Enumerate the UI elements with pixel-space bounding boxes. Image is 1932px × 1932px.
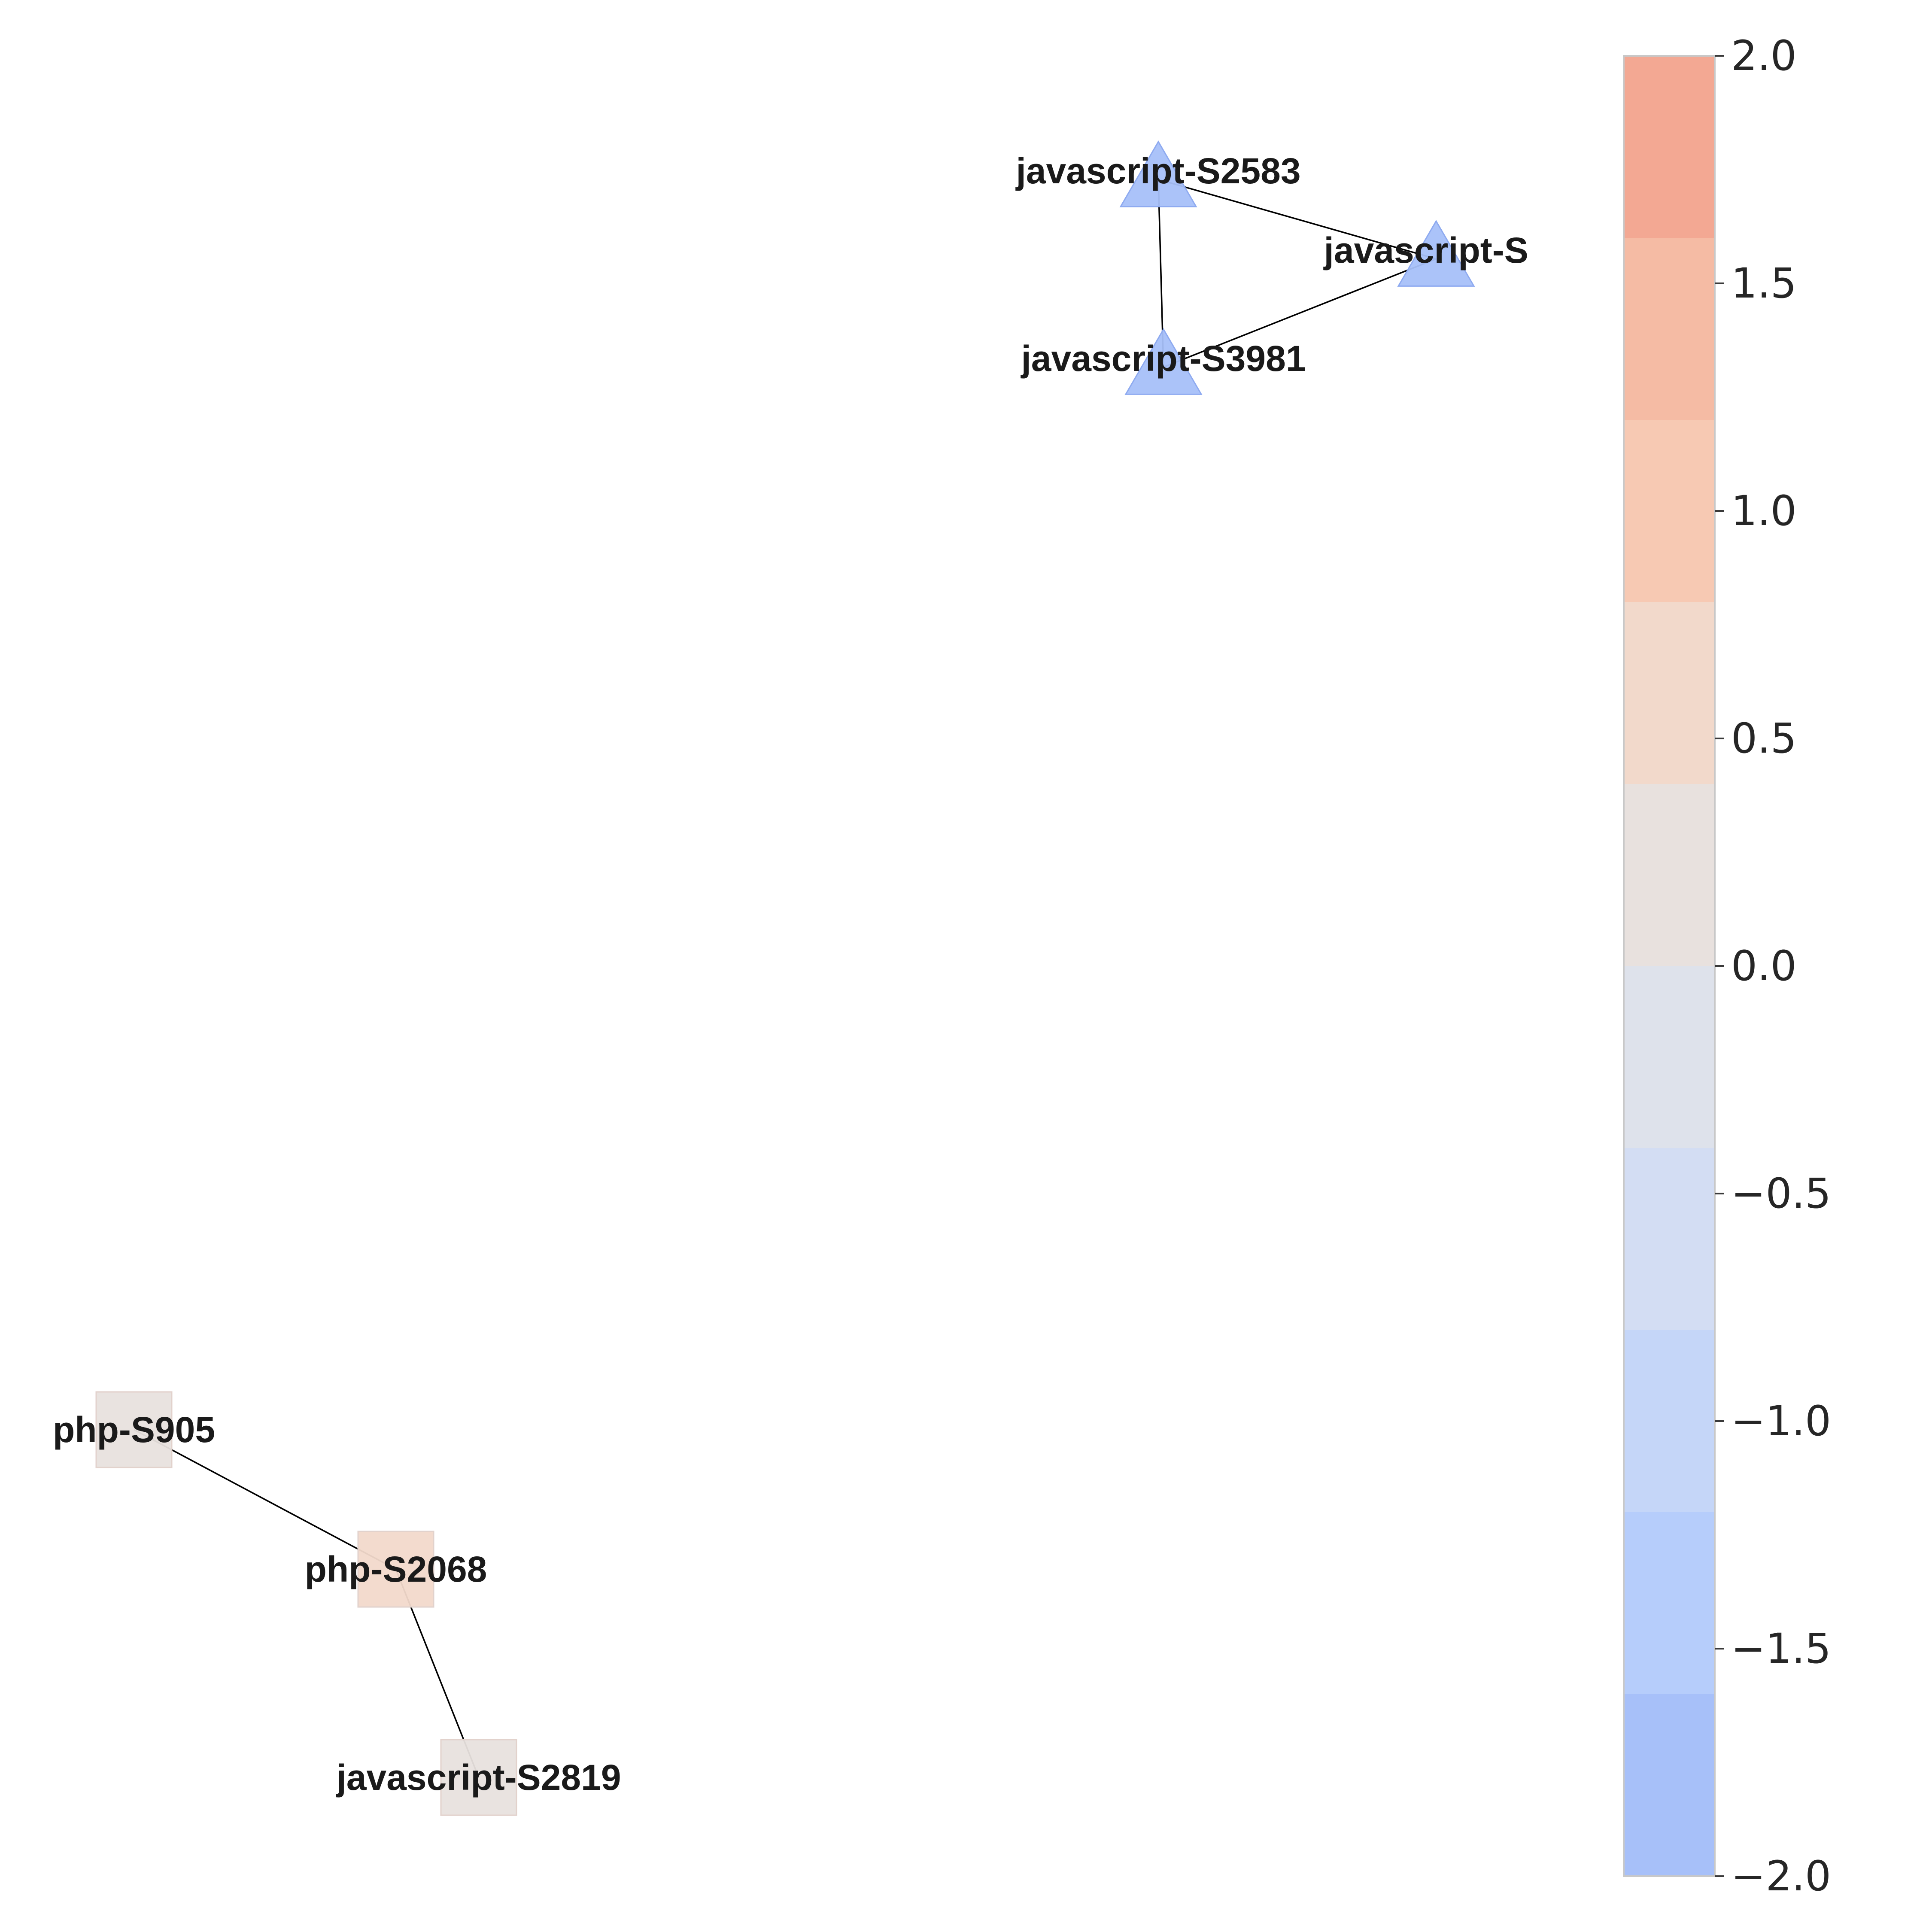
node-label-javascript-S3981: javascript-S3981 [1020, 338, 1306, 379]
edge-javascript-S2583-javascript-S3 [1158, 179, 1437, 260]
colorbar-band [1624, 56, 1715, 238]
colorbar-band [1624, 420, 1715, 602]
label-layer: javascript-S2583 javascript-S3 javascript-… [53, 151, 1549, 1798]
node-php-S905 [95, 1391, 173, 1468]
node-label-javascript-S3: javascript-S3 [1323, 230, 1549, 270]
colorbar-tick-label: 1.5 [1731, 259, 1797, 307]
colorbar-band [1624, 1512, 1715, 1695]
node-label-php-S2068: php-S2068 [305, 1549, 487, 1589]
node-javascript-S3 [1397, 220, 1475, 287]
node-label-javascript-S2819: javascript-S2819 [335, 1757, 621, 1798]
colorbar-ticks: 2.0 1.5 1.0 0.5 0.0 −0.5 −1.0 −1.5 −2.0 [1715, 32, 1831, 1900]
colorbar-tick-label: −2.0 [1731, 1852, 1831, 1900]
colorbar-tick-label: −1.0 [1731, 1397, 1831, 1445]
colorbar-band [1624, 1330, 1715, 1513]
node-label-javascript-S2583: javascript-S2583 [1015, 151, 1300, 191]
colorbar-tick-label: −1.5 [1731, 1625, 1831, 1673]
node-javascript-S2819 [440, 1739, 517, 1816]
colorbar-tick-label: 0.5 [1731, 714, 1797, 762]
node-layer [95, 140, 1475, 1816]
edge-php-S905-php-S2068 [134, 1429, 396, 1570]
node-javascript-S3981 [1124, 328, 1203, 395]
node-php-S2068 [357, 1531, 434, 1608]
colorbar-band [1624, 238, 1715, 420]
colorbar-band [1624, 1148, 1715, 1331]
edge-javascript-S3-javascript-S3981 [1163, 258, 1437, 368]
colorbar-tick-label: 2.0 [1731, 32, 1797, 80]
colorbar-tick-label: −0.5 [1731, 1170, 1831, 1218]
colorbar-bands [1624, 56, 1715, 1877]
colorbar-tick-label: 0.0 [1731, 942, 1797, 990]
colorbar-band [1624, 1694, 1715, 1877]
colorbar-tick-label: 1.0 [1731, 487, 1797, 535]
colorbar-band [1624, 784, 1715, 966]
node-label-php-S905: php-S905 [53, 1410, 215, 1450]
colorbar: 2.0 1.5 1.0 0.5 0.0 −0.5 −1.0 −1.5 −2.0 [1623, 32, 1831, 1900]
colorbar-band [1624, 966, 1715, 1148]
node-javascript-S2583 [1119, 140, 1197, 207]
edge-layer [134, 179, 1437, 1778]
colorbar-band [1624, 602, 1715, 784]
